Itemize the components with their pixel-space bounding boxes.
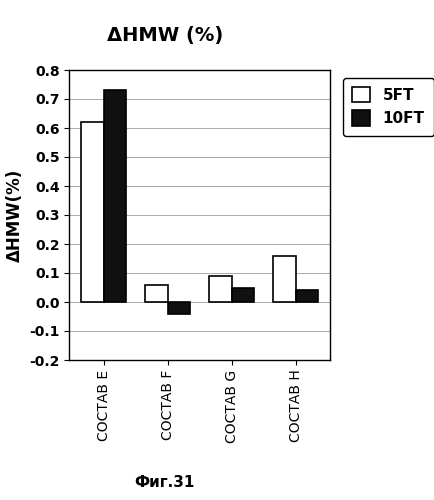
Bar bbox=[273, 256, 296, 302]
Legend: 5FT, 10FT: 5FT, 10FT bbox=[343, 78, 434, 136]
Bar bbox=[168, 302, 190, 314]
Bar bbox=[145, 284, 168, 302]
Bar bbox=[209, 276, 232, 302]
Y-axis label: ΔHMW(%): ΔHMW(%) bbox=[6, 168, 24, 262]
Bar bbox=[81, 122, 104, 302]
Text: Фиг.31: Фиг.31 bbox=[135, 475, 195, 490]
Bar bbox=[232, 288, 254, 302]
Bar bbox=[104, 90, 126, 302]
Text: ΔHMW (%): ΔHMW (%) bbox=[107, 26, 223, 45]
Bar bbox=[296, 290, 318, 302]
